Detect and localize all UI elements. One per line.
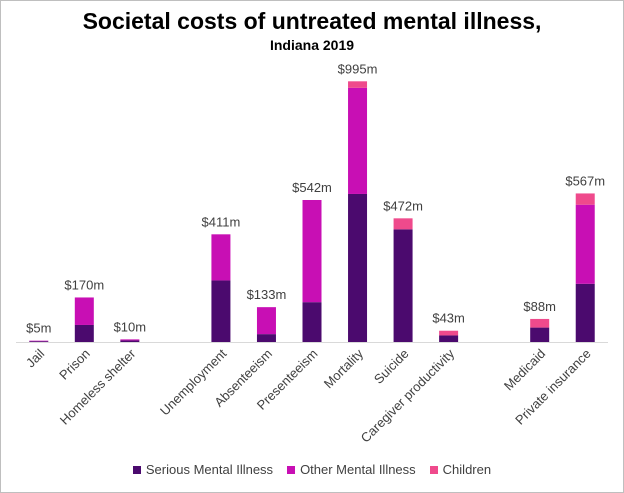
bar-segment-medicaid-0 — [530, 327, 550, 342]
legend-item-serious: Serious Mental Illness — [132, 462, 274, 477]
total-label-medicaid: $88m — [523, 299, 556, 314]
total-label-prison: $170m — [64, 277, 104, 292]
bar-segment-suicide-2 — [393, 218, 413, 230]
total-labels-layer: $5m $170m $10m $411m $133m $542m $995m $472m $43… — [26, 61, 605, 335]
total-label-mortality: $995m — [338, 61, 378, 76]
bars-layer — [29, 81, 595, 342]
total-label-suicide: $472m — [383, 198, 423, 213]
tick-label-mortality: Mortality — [321, 346, 367, 392]
bar-segment-unemployment-1 — [211, 234, 231, 281]
chart-subtitle: Indiana 2019 — [269, 37, 355, 53]
bar-segment-presenteeism-1 — [302, 199, 322, 303]
total-label-absenteeism: $133m — [247, 287, 287, 302]
total-label-presenteeism: $542m — [292, 180, 332, 195]
total-label-caregiver-productivity: $43m — [432, 311, 465, 326]
chart-title: Societal costs of untreated mental illne… — [82, 8, 542, 34]
bar-segment-mortality-1 — [348, 87, 368, 194]
legend-item-other: Other Mental Illness — [287, 462, 416, 477]
tick-label-medicaid: Medicaid — [501, 346, 548, 393]
legend-label-other: Other Mental Illness — [300, 462, 416, 477]
bar-segment-suicide-0 — [393, 229, 413, 342]
bar-segment-caregiver-productivity-2 — [439, 330, 459, 336]
tick-label-suicide: Suicide — [371, 346, 412, 387]
bar-segment-prison-1 — [74, 297, 94, 325]
bar-segment-unemployment-0 — [211, 280, 231, 342]
bar-segment-private-insurance-2 — [575, 193, 595, 205]
bar-segment-private-insurance-1 — [575, 204, 595, 284]
total-label-homeless-shelter: $10m — [114, 319, 147, 334]
bar-segment-presenteeism-0 — [302, 302, 322, 342]
total-label-unemployment: $411m — [202, 214, 241, 229]
legend-swatch-other — [287, 465, 296, 474]
bar-segment-homeless-shelter-0 — [120, 340, 140, 342]
bar-segment-absenteeism-1 — [256, 307, 276, 335]
bar-segment-mortality-2 — [348, 81, 368, 88]
tick-label-prison: Prison — [56, 346, 93, 383]
legend-swatch-children — [429, 465, 438, 474]
bar-segment-medicaid-2 — [530, 318, 550, 328]
legend: Serious Mental Illness Other Mental Illn… — [0, 462, 624, 477]
bar-segment-jail-0 — [29, 341, 49, 342]
bar-segment-prison-0 — [74, 324, 94, 342]
bar-segment-private-insurance-0 — [575, 283, 595, 342]
tick-label-jail: Jail — [23, 346, 47, 370]
bar-segment-absenteeism-0 — [256, 334, 276, 342]
bar-segment-homeless-shelter-1 — [120, 339, 140, 341]
legend-label-children: Children — [442, 462, 492, 477]
bar-segment-jail-1 — [29, 340, 49, 342]
total-label-private-insurance: $567m — [565, 173, 605, 188]
legend-item-children: Children — [429, 462, 492, 477]
bar-segment-mortality-0 — [348, 193, 368, 342]
bar-segment-caregiver-productivity-0 — [439, 335, 459, 342]
legend-label-serious: Serious Mental Illness — [145, 462, 274, 477]
legend-swatch-serious — [132, 465, 141, 474]
total-label-jail: $5m — [26, 321, 51, 336]
